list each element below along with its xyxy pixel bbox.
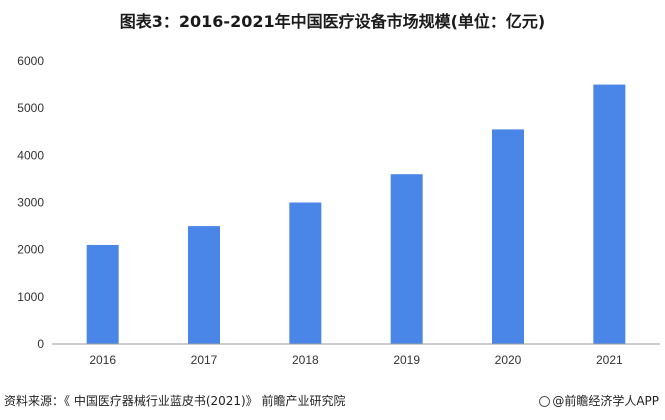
brand-logo-icon: [539, 396, 551, 407]
brand-text: @前瞻经济学人APP: [552, 394, 659, 408]
bar-2021: [593, 84, 626, 344]
x-tick-label: 2020: [495, 353, 522, 367]
y-tick-label: 5000: [17, 101, 44, 115]
y-tick-label: 2000: [17, 243, 44, 257]
x-tick-label: 2021: [596, 353, 623, 367]
bar-2018: [289, 202, 322, 344]
x-tick-label: 2016: [89, 353, 116, 367]
y-tick-label: 6000: [17, 54, 44, 68]
x-tick-label: 2018: [292, 353, 319, 367]
bar-2020: [492, 129, 524, 344]
bar-2016: [86, 244, 119, 344]
bar-2017: [188, 226, 220, 344]
y-tick-label: 1000: [17, 290, 44, 304]
bar-series: [86, 84, 626, 344]
y-tick-label: 4000: [17, 148, 44, 162]
bar-2019: [390, 174, 423, 344]
y-tick-label: 0: [37, 337, 44, 351]
y-axis-ticks: 0 1000 2000 3000 4000 5000 6000: [17, 54, 44, 351]
x-tick-label: 2017: [191, 353, 218, 367]
brand-label: @前瞻经济学人APP: [539, 392, 659, 409]
x-tick-label: 2019: [393, 353, 420, 367]
source-note: 资料来源：《 中国医疗器械行业蓝皮书(2021)》 前瞻产业研究院: [4, 394, 346, 408]
chart-title: 图表3：2016-2021年中国医疗设备市场规模(单位：亿元): [119, 12, 546, 31]
y-tick-label: 3000: [17, 196, 44, 210]
x-axis-ticks: 2016 2017 2018 2019 2020 2021: [89, 353, 623, 367]
